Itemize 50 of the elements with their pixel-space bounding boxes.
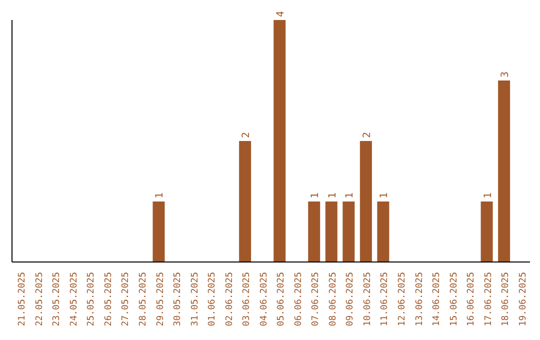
bar <box>152 202 165 262</box>
bar <box>325 202 338 262</box>
data-label: 1 <box>482 192 494 198</box>
x-tick-label: 29.05.2025 <box>156 272 166 326</box>
data-label: 1 <box>344 192 356 198</box>
data-label: 1 <box>154 192 166 198</box>
x-tick-label: 18.06.2025 <box>501 272 512 326</box>
x-tick-label: 26.05.2025 <box>104 272 114 326</box>
x-tick-label: 17.06.2025 <box>484 272 494 326</box>
data-label: 3 <box>500 71 512 78</box>
x-tick-label: 10.06.2025 <box>362 272 373 326</box>
x-tick-label: 03.06.2025 <box>242 272 252 326</box>
x-tick-label: 15.06.2025 <box>449 272 460 326</box>
x-tick-label: 07.06.2025 <box>311 272 322 326</box>
x-tick-label: 14.06.2025 <box>432 272 442 326</box>
x-tick-label: 30.05.2025 <box>173 272 184 326</box>
x-tick-label: 16.06.2025 <box>466 272 477 326</box>
data-label: 1 <box>379 192 390 198</box>
data-label: 4 <box>276 10 287 17</box>
bar <box>308 202 320 262</box>
data-label: 2 <box>241 132 252 138</box>
x-tick-label: 23.05.2025 <box>52 272 62 326</box>
bar <box>342 202 355 262</box>
x-tick-label: 11.06.2025 <box>380 272 390 326</box>
bar <box>360 141 372 262</box>
bar <box>377 202 390 262</box>
x-tick-label: 24.05.2025 <box>69 272 80 326</box>
x-tick-label: 06.06.2025 <box>294 272 304 326</box>
x-tick-label: 25.05.2025 <box>86 272 97 326</box>
bar <box>498 80 510 262</box>
x-tick-label: 31.05.2025 <box>190 272 200 326</box>
bar <box>274 20 286 262</box>
x-tick-label: 21.05.2025 <box>18 272 28 326</box>
x-tick-label: 04.06.2025 <box>259 272 270 326</box>
x-tick-label: 09.06.2025 <box>346 272 356 326</box>
x-tick-label: 08.06.2025 <box>328 272 338 326</box>
x-tick-label: 02.06.2025 <box>224 272 235 326</box>
x-tick-label: 01.06.2025 <box>208 272 218 326</box>
x-tick-label: 27.05.2025 <box>121 272 132 326</box>
x-tick-label: 22.05.2025 <box>34 272 45 326</box>
x-tick-label: 19.06.2025 <box>518 272 528 326</box>
x-tick-label: 12.06.2025 <box>398 272 408 326</box>
bar <box>239 141 252 262</box>
data-label: 1 <box>327 192 338 198</box>
x-tick-label: 05.06.2025 <box>276 272 287 326</box>
x-tick-label: 28.05.2025 <box>138 272 148 326</box>
data-label: 2 <box>362 132 373 138</box>
bar <box>480 202 493 262</box>
x-tick-label: 13.06.2025 <box>414 272 425 326</box>
data-label: 1 <box>310 192 322 198</box>
